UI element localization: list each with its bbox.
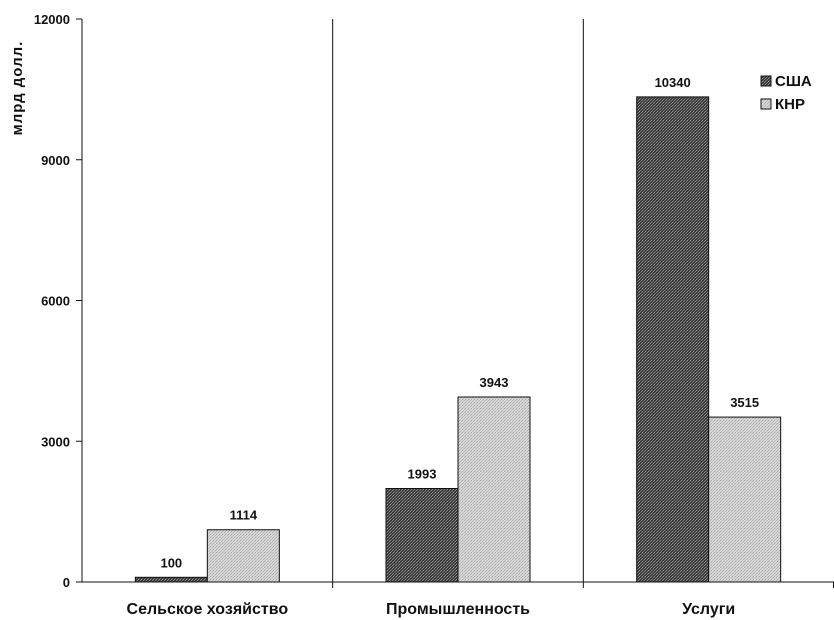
data-label-usa: 100 [160,555,182,570]
y-tick-label: 12000 [34,12,70,27]
data-label-china: 3943 [480,375,509,390]
y-tick-label: 3000 [41,434,70,449]
data-label-usa: 10340 [655,75,691,90]
y-tick-label: 0 [63,575,70,590]
bar-china [457,396,531,583]
legend: США КНР [760,73,812,113]
y-tick-label: 6000 [41,294,70,309]
bar-usa [636,96,710,583]
bar-usa [134,576,208,583]
bar-usa [385,487,459,583]
y-tick-label: 9000 [41,153,70,168]
labels-layer: 100 1114 1993 3943 10340 3515 [160,75,759,570]
x-category-label: Промышленность [386,601,530,618]
data-label-china: 1114 [230,508,258,523]
data-label-china: 3515 [730,395,759,410]
x-category-label: Услуги [682,601,735,618]
bars-layer [134,96,782,583]
data-label-usa: 1993 [408,466,437,481]
legend-swatch-china [760,98,772,110]
bar-china [206,529,280,583]
x-category-label: Сельское хозяйство [127,601,289,618]
y-axis-title: млрд долл. [9,41,26,136]
legend-label-china: КНР [775,96,805,113]
legend-swatch-usa [760,75,772,87]
axis-layer: 0 3000 6000 9000 12000 Сельское хозяйство Пром… [34,12,834,618]
bar-china [708,416,782,583]
legend-label-usa: США [775,73,812,90]
